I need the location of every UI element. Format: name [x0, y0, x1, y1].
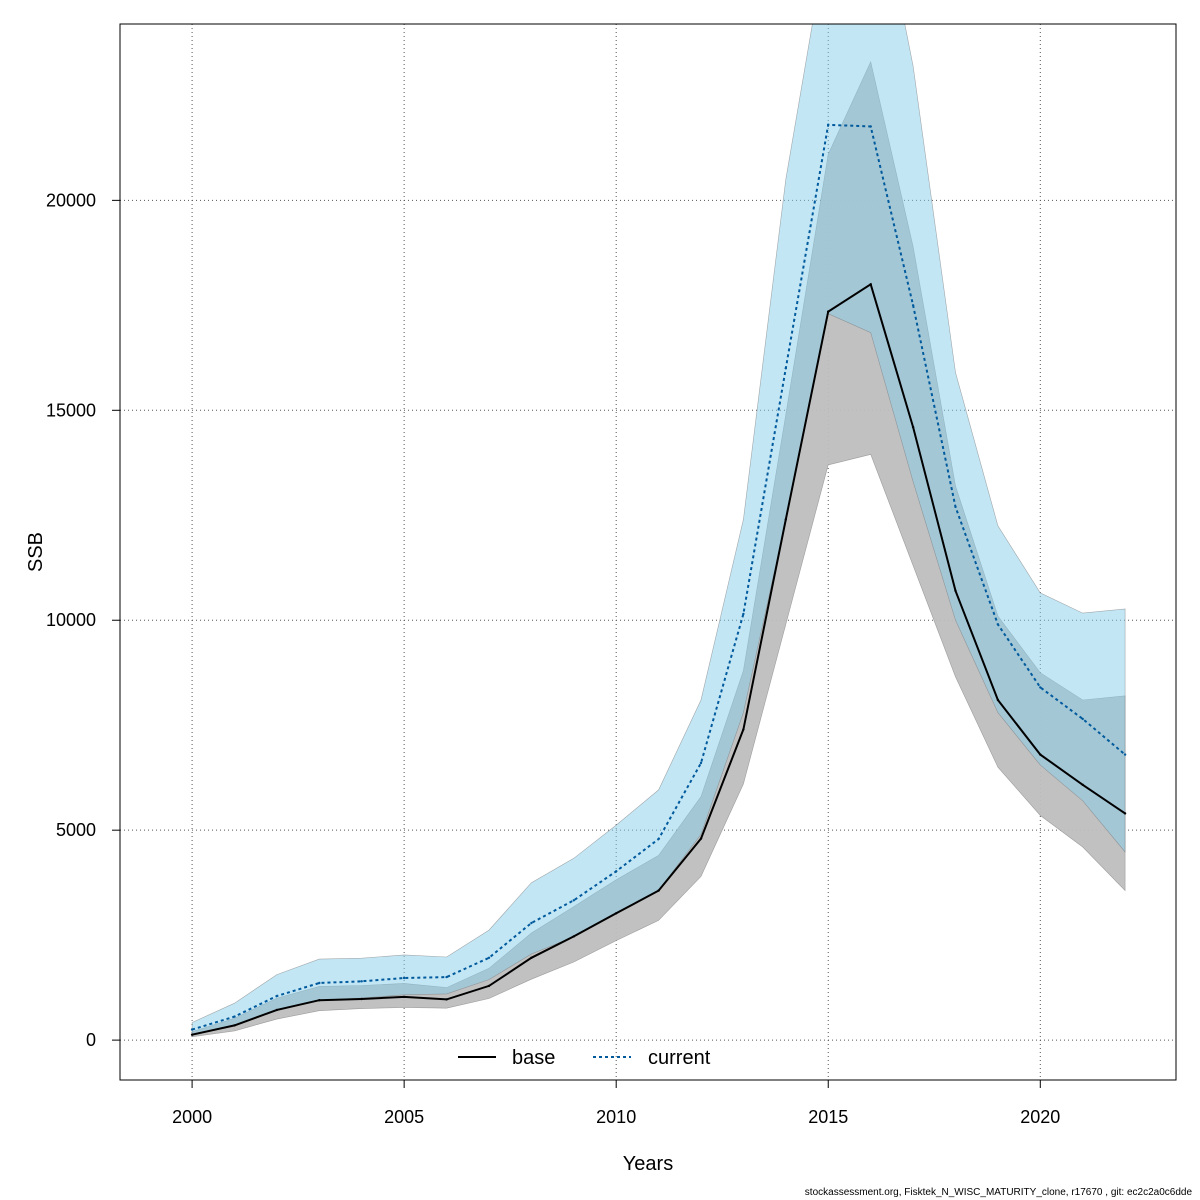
data-point-base	[699, 837, 703, 840]
data-point-current	[869, 125, 872, 128]
data-point-base	[615, 912, 618, 915]
data-point-current	[742, 612, 745, 616]
data-point-base	[318, 999, 321, 1002]
data-point-base	[487, 984, 491, 988]
legend-label-base: base	[512, 1047, 555, 1069]
data-point-current	[911, 304, 915, 307]
data-point-base	[190, 1033, 194, 1036]
data-point-current	[1039, 686, 1042, 689]
data-point-base	[275, 1008, 279, 1012]
y-tick-label: 5000	[56, 820, 96, 840]
legend: base current	[458, 1047, 711, 1069]
data-point-current	[1123, 753, 1127, 756]
data-point-current	[190, 1028, 194, 1031]
data-point-current	[827, 123, 830, 127]
data-point-base	[1039, 753, 1042, 756]
data-point-base	[572, 935, 575, 938]
data-point-current	[445, 975, 448, 979]
data-point-current	[318, 981, 321, 985]
data-point-base	[742, 728, 745, 731]
x-axis-title: Years	[623, 1153, 673, 1175]
data-point-current	[954, 505, 957, 509]
x-tick-label: 2000	[172, 1107, 212, 1127]
data-point-base	[402, 995, 406, 999]
data-point-current	[615, 870, 618, 873]
data-point-current	[699, 761, 703, 765]
x-tick-label: 2015	[808, 1107, 848, 1127]
y-tick-label: 20000	[46, 190, 96, 210]
footer-text: stockassessment.org, Fisktek_N_WISC_MATU…	[804, 1187, 1192, 1198]
x-tick-label: 2005	[384, 1107, 424, 1127]
data-point-current	[1081, 717, 1084, 721]
data-point-current	[402, 976, 406, 980]
legend-label-current: current	[648, 1047, 711, 1069]
data-point-base	[954, 589, 957, 592]
data-point-current	[233, 1015, 236, 1018]
y-tick-label: 10000	[46, 610, 96, 630]
data-point-current	[275, 994, 279, 998]
data-point-current	[572, 899, 575, 902]
data-point-current	[996, 623, 1000, 626]
data-point-current	[530, 921, 533, 925]
data-point-current	[487, 956, 491, 959]
x-tick-label: 2020	[1020, 1107, 1060, 1127]
data-point-base	[233, 1024, 236, 1027]
data-point-base	[911, 425, 915, 429]
data-point-current	[784, 367, 787, 370]
y-axis-title: SSB	[25, 532, 47, 572]
y-tick-label: 0	[86, 1030, 96, 1050]
x-tick-label: 2010	[596, 1107, 636, 1127]
y-axis: 0 5000 10000 15000 20000	[46, 190, 120, 1050]
data-point-base	[1123, 812, 1127, 815]
data-point-base	[827, 310, 830, 313]
confidence-band-current	[191, 24, 1126, 1035]
x-axis: 2000 2005 2010 2015 2020	[172, 1079, 1060, 1127]
data-point-base	[530, 956, 533, 959]
data-point-base	[1081, 783, 1084, 786]
data-point-base	[445, 998, 448, 1001]
data-point-base	[784, 518, 787, 521]
data-point-base	[360, 997, 363, 1001]
data-point-current	[360, 980, 363, 983]
series-lines	[190, 123, 1127, 1036]
data-point-base	[996, 698, 1000, 702]
y-tick-label: 15000	[46, 400, 96, 420]
data-point-current	[657, 837, 660, 841]
data-point-base	[869, 283, 872, 286]
data-point-base	[657, 889, 660, 892]
confidence-bands	[191, 24, 1126, 1038]
